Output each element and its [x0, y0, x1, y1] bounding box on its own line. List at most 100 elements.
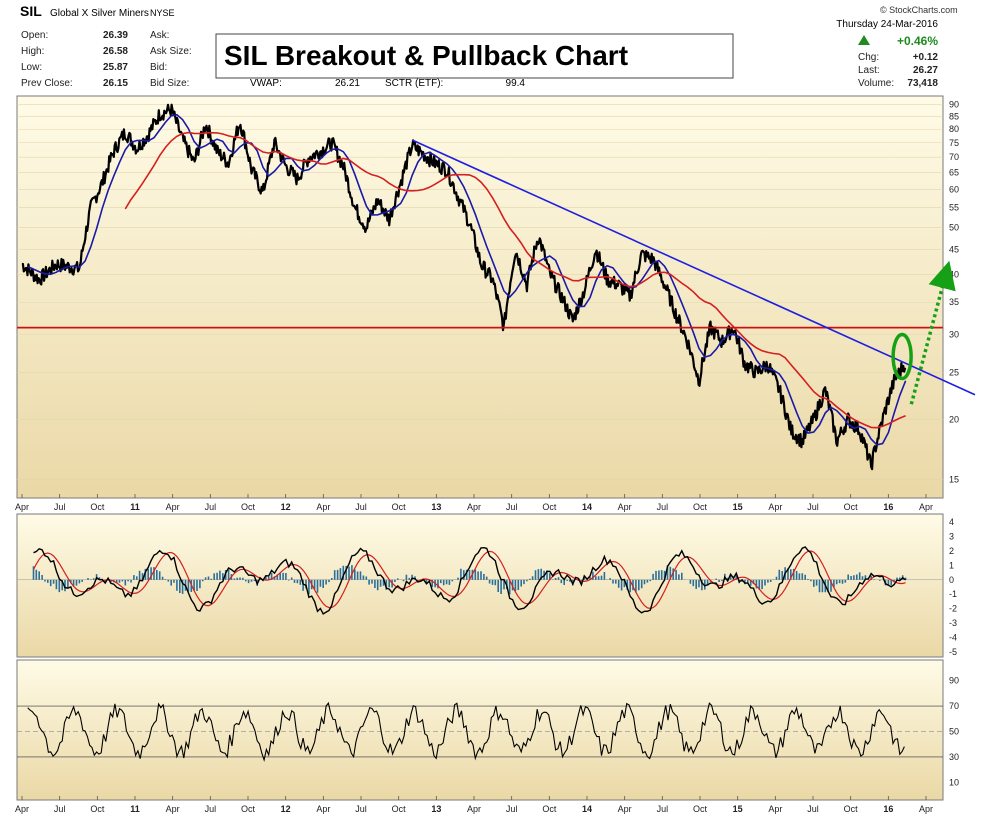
- x-tick-label: Apr: [316, 804, 330, 814]
- macd-y-axis: 4 3 2 1 0 -1 -2 -3 -4 -5: [949, 517, 957, 657]
- stat-label: High:: [21, 46, 44, 57]
- change-pct: +0.46%: [897, 34, 938, 48]
- x-tick-label: Jul: [807, 502, 819, 512]
- x-tick-label: Apr: [919, 502, 933, 512]
- stat-value: 26.15: [103, 78, 128, 89]
- quote-label: Ask:: [150, 30, 169, 41]
- x-tick-label: 16: [883, 502, 893, 512]
- x-tick-label: 14: [582, 804, 592, 814]
- y-tick-label: 60: [949, 184, 959, 194]
- x-tick-label: Oct: [693, 502, 708, 512]
- rsi-x-axis: Apr Jul Oct 11 Apr Jul Oct 12 Apr Jul Oct 13 Apr Jul O…: [15, 796, 933, 814]
- y-tick-label: 65: [949, 168, 959, 178]
- stat-label: Volume:: [858, 78, 894, 89]
- quote-label: Bid:: [150, 62, 167, 73]
- rsi-panel: [16, 659, 944, 801]
- quote-label: Ask Size:: [150, 46, 192, 57]
- x-tick-label: Apr: [919, 804, 933, 814]
- x-tick-label: Apr: [768, 502, 782, 512]
- stat-label: Prev Close:: [21, 78, 73, 89]
- x-tick-label: Apr: [15, 502, 29, 512]
- rsi-y-axis: 90 70 50 30 10: [17, 676, 959, 787]
- x-tick-label: Apr: [467, 804, 481, 814]
- stat-label: Low:: [21, 62, 42, 73]
- y-tick-label: 80: [949, 124, 959, 134]
- vwap-label: VWAP:: [250, 78, 282, 89]
- y-tick-label: 90: [949, 100, 959, 110]
- price-panel: [16, 95, 944, 499]
- x-tick-label: 15: [733, 502, 743, 512]
- x-tick-label: Apr: [316, 502, 330, 512]
- x-tick-label: Oct: [241, 502, 256, 512]
- x-tick-label: Apr: [618, 502, 632, 512]
- rsi-tick-label: 90: [949, 676, 959, 686]
- y-tick-label: 15: [949, 475, 959, 485]
- y-tick-label: 85: [949, 112, 959, 122]
- x-tick-label: Jul: [205, 502, 217, 512]
- mid-stats: Ask: Ask Size: Bid: Bid Size:: [150, 30, 192, 89]
- x-tick-label: 15: [733, 804, 743, 814]
- price-y-axis: 90 85 80 75 70 65 60 55 50 45 40 35 30 25 20 15: [949, 100, 959, 485]
- x-tick-label: Oct: [392, 804, 407, 814]
- x-tick-label: Jul: [657, 804, 669, 814]
- stat-label: Last:: [858, 65, 880, 76]
- price-series: [21, 103, 907, 471]
- x-tick-label: Jul: [355, 804, 367, 814]
- macd-tick-label: -3: [949, 618, 957, 628]
- y-tick-label: 50: [949, 223, 959, 233]
- x-tick-label: Apr: [618, 804, 632, 814]
- macd-line: [33, 546, 907, 615]
- stat-value: 26.39: [103, 30, 128, 41]
- x-tick-label: 11: [130, 804, 140, 814]
- y-tick-label: 40: [949, 269, 959, 279]
- x-tick-label: Oct: [241, 804, 256, 814]
- stat-value: 25.87: [103, 62, 128, 73]
- x-tick-label: Oct: [693, 804, 708, 814]
- price-x-axis: Apr Jul Oct 11 Apr Jul Oct 12 Apr Jul Oct 13 Apr Jul O…: [15, 494, 933, 512]
- breakout-circle: [891, 332, 913, 381]
- x-tick-label: 11: [130, 502, 140, 512]
- x-tick-label: Jul: [205, 804, 217, 814]
- downtrend-line: [411, 139, 976, 396]
- ma-long-line: [124, 131, 906, 429]
- left-stats: Open: 26.39 High: 26.58 Low: 25.87 Prev Close:…: [21, 30, 128, 89]
- macd-tick-label: -1: [949, 589, 957, 599]
- ticker-exchange: NYSE: [150, 8, 175, 18]
- macd-signal-line: [32, 550, 906, 610]
- x-tick-label: Oct: [542, 804, 557, 814]
- x-tick-label: Jul: [355, 502, 367, 512]
- x-tick-label: Oct: [844, 502, 859, 512]
- y-tick-label: 55: [949, 203, 959, 213]
- stat-value: 73,418: [907, 78, 938, 89]
- sctr-label: SCTR (ETF):: [385, 78, 443, 89]
- macd-tick-label: -2: [949, 604, 957, 614]
- x-tick-label: Apr: [467, 502, 481, 512]
- x-tick-label: 13: [431, 804, 441, 814]
- moving-averages: [27, 113, 907, 446]
- x-tick-label: Oct: [844, 804, 859, 814]
- y-tick-label: 25: [949, 368, 959, 378]
- macd-tick-label: 1: [949, 560, 954, 570]
- y-tick-label: 30: [949, 330, 959, 340]
- stat-label: Open:: [21, 30, 48, 41]
- x-tick-label: Jul: [506, 502, 518, 512]
- ticker-name: Global X Silver Miners: [50, 8, 149, 19]
- ma-short-line: [27, 113, 907, 446]
- stat-label: Chg:: [858, 52, 879, 63]
- x-tick-label: 12: [281, 804, 291, 814]
- y-tick-label: 20: [949, 414, 959, 424]
- macd-tick-label: 0: [949, 575, 954, 585]
- projection-arrow: [909, 260, 956, 405]
- macd-series: [17, 546, 943, 615]
- vwap-value: 26.21: [335, 78, 360, 89]
- banner-title: SIL Breakout & Pullback Chart: [224, 40, 628, 71]
- x-tick-label: Apr: [768, 804, 782, 814]
- header-date: Thursday 24-Mar-2016: [836, 19, 938, 30]
- y-tick-label: 75: [949, 138, 959, 148]
- stat-value: 26.58: [103, 46, 128, 57]
- rsi-series: [27, 701, 905, 762]
- x-tick-label: Oct: [542, 502, 557, 512]
- macd-tick-label: 4: [949, 517, 954, 527]
- y-tick-label: 45: [949, 245, 959, 255]
